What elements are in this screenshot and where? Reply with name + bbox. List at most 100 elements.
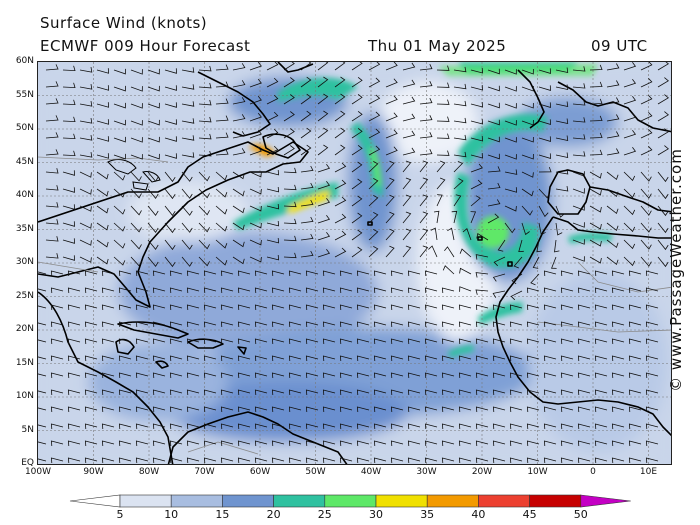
wind-barb	[640, 188, 652, 199]
wind-barb	[572, 171, 585, 177]
wind-barb	[424, 338, 438, 345]
wind-barb	[186, 355, 200, 362]
legend-label: 50	[573, 508, 588, 521]
wind-barb	[390, 389, 404, 396]
wind-barb	[237, 406, 251, 413]
wind-barb	[594, 457, 608, 464]
wind-barb	[67, 457, 81, 464]
wind-map[interactable]	[37, 61, 672, 465]
wind-barb	[266, 111, 279, 122]
wind-barb	[640, 129, 653, 139]
legend-swatch	[426, 494, 479, 508]
wind-barb	[67, 304, 81, 311]
legend-swatch	[375, 494, 428, 508]
wind-barb	[543, 355, 557, 362]
latitude-label: 50N	[15, 123, 34, 133]
wind-barb	[402, 228, 412, 241]
wind-barb	[181, 67, 195, 73]
wind-barb	[543, 372, 557, 379]
wind-barb	[509, 406, 523, 413]
wind-barb	[594, 372, 608, 379]
wind-barb	[334, 62, 346, 71]
wind-barb	[504, 69, 517, 75]
wind-barb	[249, 205, 262, 212]
wind-barb	[657, 128, 669, 139]
wind-barb	[169, 372, 183, 379]
wind-barb	[215, 64, 229, 71]
wind-barb	[45, 132, 59, 139]
wind-barb	[152, 406, 166, 413]
wind-barb	[249, 239, 262, 246]
wind-barb	[492, 290, 506, 298]
longitude-label: 10W	[527, 467, 548, 477]
wind-barb	[419, 160, 429, 173]
latitude-label: 45N	[15, 156, 34, 167]
wind-barb	[300, 127, 312, 139]
wind-barb	[169, 355, 183, 362]
wind-barb	[300, 110, 312, 122]
wind-barb	[623, 62, 637, 71]
wind-barb	[368, 178, 379, 190]
wind-barb	[390, 287, 404, 294]
wind-barb	[623, 96, 637, 105]
wind-barb	[487, 102, 500, 109]
wind-barb	[50, 406, 64, 413]
wind-barb	[113, 222, 126, 232]
wind-barb	[130, 137, 143, 143]
wind-barb	[538, 85, 551, 91]
wind-barb	[470, 195, 481, 207]
wind-barb	[509, 440, 523, 447]
wind-barb	[470, 152, 484, 159]
wind-barb	[492, 304, 506, 311]
wind-barb	[402, 177, 412, 190]
wind-barb	[492, 389, 506, 396]
wind-barb	[470, 67, 484, 74]
wind-barb	[351, 110, 363, 122]
wind-barb	[373, 338, 387, 345]
wind-barb	[526, 372, 540, 379]
wind-barb	[589, 239, 602, 247]
wind-barb	[50, 372, 64, 379]
wind-barb	[433, 210, 440, 224]
wind-barb	[79, 152, 93, 158]
wind-barb	[538, 188, 550, 199]
wind-barb	[305, 440, 319, 447]
wind-barb	[164, 119, 177, 125]
wind-barb	[79, 222, 92, 229]
wind-barb	[476, 232, 489, 241]
wind-barb	[96, 102, 110, 108]
wind-barb	[657, 94, 669, 105]
wind-barb	[589, 115, 603, 122]
wind-barb	[164, 85, 177, 91]
wind-barb	[623, 79, 637, 88]
wind-barb	[300, 199, 314, 207]
wind-barb	[317, 93, 329, 105]
wind-barb	[390, 457, 404, 464]
wind-barb	[373, 321, 387, 328]
longitude-label: 40W	[360, 467, 382, 477]
wind-barb	[594, 406, 608, 413]
wind-barb	[419, 149, 433, 156]
wind-barb	[152, 389, 166, 396]
wind-barb	[147, 171, 159, 182]
coastlines	[38, 62, 671, 464]
wind-barb	[538, 222, 546, 236]
wind-barb	[50, 423, 64, 430]
wind-barb	[555, 169, 569, 175]
wind-barb	[271, 423, 285, 430]
wind-barb	[305, 287, 319, 294]
wind-barb	[447, 227, 455, 241]
wind-barb	[518, 239, 524, 253]
wind-barb	[215, 81, 229, 88]
wind-barb	[147, 136, 160, 143]
wind-barb	[101, 355, 115, 362]
wind-barb	[164, 68, 177, 74]
wind-barb	[203, 423, 217, 430]
wind-barb	[237, 270, 251, 277]
wind-barb	[526, 338, 540, 345]
wind-barb	[254, 287, 268, 294]
wind-barb	[606, 114, 620, 122]
wind-barb	[62, 238, 75, 244]
wind-barb	[594, 338, 608, 345]
wind-barb	[521, 188, 534, 197]
